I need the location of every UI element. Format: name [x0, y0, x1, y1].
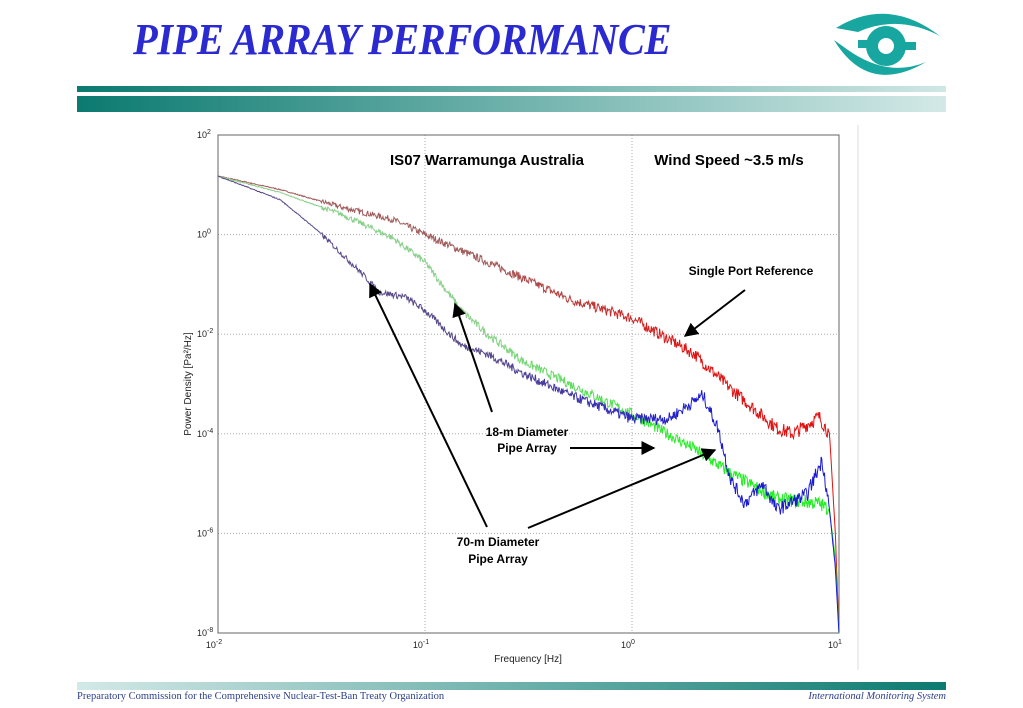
x-tick-label: 101	[828, 639, 842, 650]
y-tick-label: 100	[197, 229, 211, 240]
x-tick-label: 100	[621, 639, 635, 650]
chart-subtitle: Wind Speed ~3.5 m/s	[654, 152, 804, 169]
chart-title: IS07 Warramunga Australia	[390, 152, 585, 169]
series-line-0	[217, 175, 840, 633]
series-group	[217, 175, 840, 634]
tick-labels: 10-2 10-1 100 101 102 100 10-2 10-4 10-6 10-8	[197, 129, 842, 650]
arrow-70m-right	[527, 448, 717, 529]
y-axis-label: Power Density [Pa²/Hz]	[183, 332, 194, 436]
annotation-70m-line1: 70-m Diameter	[457, 535, 540, 549]
footer-organization: Preparatory Commission for the Comprehen…	[77, 691, 445, 702]
series-line-2	[217, 175, 840, 633]
plot-frame	[217, 134, 840, 634]
series-line-1	[217, 175, 840, 634]
slide-title: PIPE ARRAY PERFORMANCE	[133, 15, 672, 64]
header-divider-thick	[77, 96, 946, 112]
annotation-18m-line1: 18-m Diameter	[486, 425, 569, 439]
footer-system: International Monitoring System	[808, 691, 946, 702]
header-divider-thin	[77, 86, 946, 92]
y-tick-label: 10-8	[197, 627, 213, 638]
x-axis-label: Frequency [Hz]	[494, 654, 562, 665]
arrow-single-port	[683, 289, 746, 337]
ctbto-logo-icon	[834, 13, 940, 75]
footer-divider	[77, 682, 946, 690]
y-tick-label: 10-2	[197, 328, 213, 339]
arrow-18m-upper	[452, 302, 493, 413]
annotation-70m-line2: Pipe Array	[468, 552, 528, 566]
annotation-single-port: Single Port Reference	[689, 264, 814, 278]
annotation-18m-line2: Pipe Array	[497, 441, 557, 455]
arrow-70m-upper	[369, 282, 488, 528]
x-tick-label: 10-1	[413, 639, 429, 650]
y-tick-label: 102	[197, 129, 211, 140]
x-tick-label: 10-2	[206, 639, 222, 650]
grid	[218, 135, 839, 633]
y-tick-label: 10-6	[197, 527, 213, 538]
y-tick-label: 10-4	[197, 428, 213, 439]
